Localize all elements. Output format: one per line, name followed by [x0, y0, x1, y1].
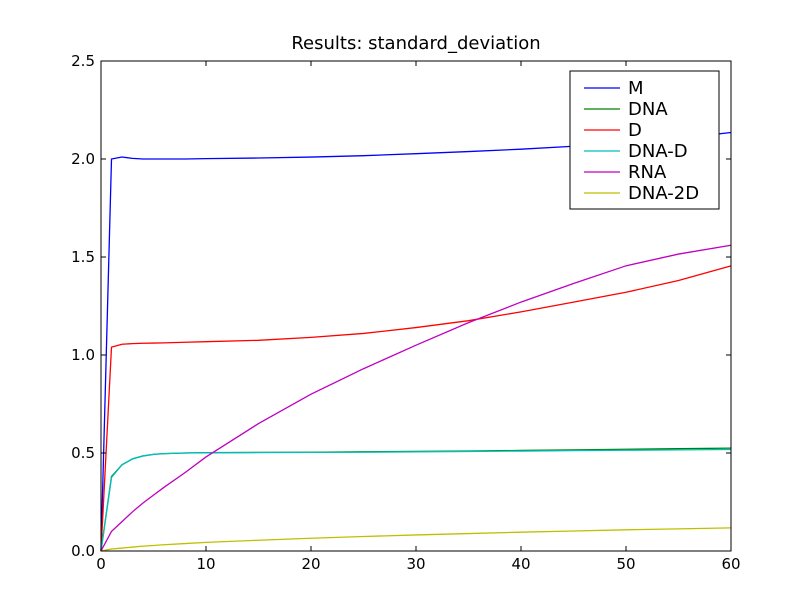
ticks-layer: 0 10 20 30 40 50 60 0.0 0.5 1.0 1.5 2.0 2.5 [71, 52, 740, 573]
legend-label-dna-2d: DNA-2D [628, 183, 699, 204]
y-tick-label: 0.0 [71, 542, 95, 560]
y-tick-label: 1.5 [71, 248, 95, 266]
y-tick-label: 2.0 [71, 150, 95, 168]
legend-label-d: D [628, 120, 642, 141]
x-tick-label: 0 [96, 555, 106, 573]
x-tick-label: 20 [301, 555, 320, 573]
legend-box [569, 70, 720, 210]
legend-label-dna: DNA [628, 99, 668, 120]
y-tick-label: 1.0 [71, 346, 95, 364]
y-tick-label: 2.5 [71, 52, 95, 70]
x-tick-label: 60 [721, 555, 740, 573]
x-tick-label: 30 [406, 555, 425, 573]
series-line-d [100, 265, 732, 552]
chart-title: Results: standard_deviation [291, 33, 540, 54]
series-line-dna-d [100, 448, 732, 552]
series-line-dna-2d [100, 527, 732, 552]
y-tick-label: 0.5 [71, 444, 95, 462]
legend-label-dna-d: DNA-D [628, 141, 688, 162]
x-tick-label: 40 [511, 555, 530, 573]
legend-label-rna: RNA [628, 162, 667, 183]
x-tick-label: 10 [196, 555, 215, 573]
series-line-rna [100, 244, 732, 552]
legend-label-m: M [628, 78, 644, 99]
x-tick-label: 50 [616, 555, 635, 573]
